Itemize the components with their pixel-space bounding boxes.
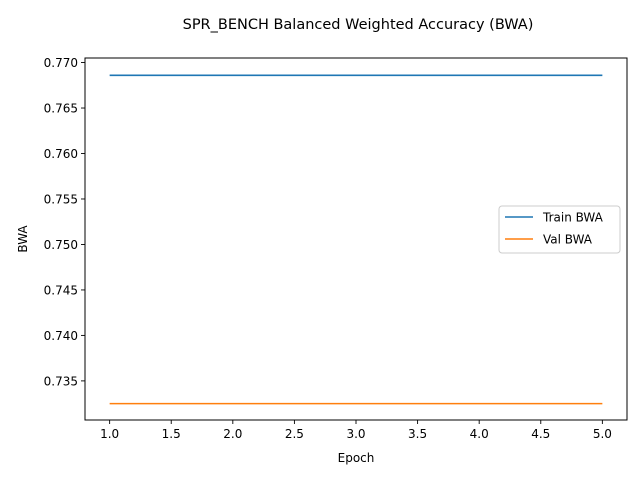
chart-title: SPR_BENCH Balanced Weighted Accuracy (BW… — [183, 17, 534, 33]
legend-label: Val BWA — [543, 233, 593, 247]
x-tick-label: 5.0 — [593, 427, 612, 441]
legend-label: Train BWA — [542, 211, 604, 225]
y-axis-label: BWA — [16, 225, 30, 253]
x-tick-label: 1.0 — [100, 427, 119, 441]
x-tick-label: 4.0 — [470, 427, 489, 441]
y-tick-label: 0.745 — [44, 283, 78, 297]
y-tick-label: 0.740 — [44, 329, 78, 343]
y-tick-label: 0.755 — [44, 192, 78, 206]
chart-legend: Train BWA Val BWA — [498, 205, 621, 254]
y-tick-label: 0.770 — [44, 56, 78, 70]
x-tick-label: 3.0 — [346, 427, 365, 441]
y-tick-label: 0.760 — [44, 147, 78, 161]
x-tick-label: 3.5 — [408, 427, 427, 441]
x-tick-label: 1.5 — [162, 427, 181, 441]
y-tick-label: 0.765 — [44, 102, 78, 116]
x-tick-label: 2.5 — [285, 427, 304, 441]
x-tick-label: 2.0 — [223, 427, 242, 441]
x-axis-label: Epoch — [338, 451, 375, 465]
y-tick-label: 0.750 — [44, 238, 78, 252]
y-tick-label: 0.735 — [44, 374, 78, 388]
x-tick-label: 4.5 — [531, 427, 550, 441]
